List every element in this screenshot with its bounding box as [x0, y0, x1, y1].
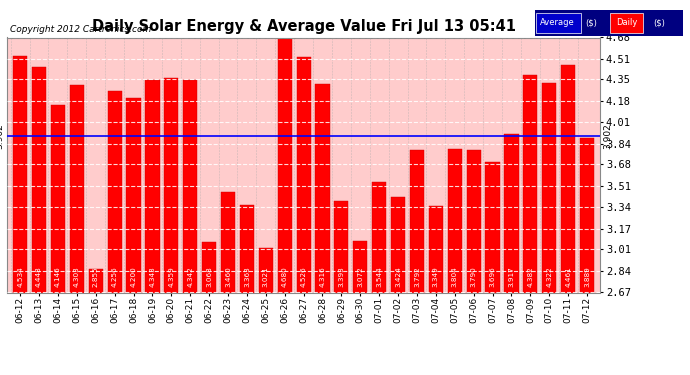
Text: ($): ($): [585, 18, 597, 27]
Bar: [202, 242, 216, 375]
Text: Average: Average: [540, 18, 575, 27]
Text: 3.889: 3.889: [584, 267, 590, 287]
Title: Daily Solar Energy & Average Value Fri Jul 13 05:41: Daily Solar Energy & Average Value Fri J…: [92, 18, 515, 33]
Bar: [221, 192, 235, 375]
Text: 4.316: 4.316: [319, 267, 326, 287]
Text: 4.200: 4.200: [130, 267, 137, 287]
Bar: [448, 148, 462, 375]
Text: 2.855: 2.855: [92, 267, 99, 287]
Bar: [70, 86, 84, 375]
Text: 3.021: 3.021: [263, 267, 269, 287]
Bar: [536, 13, 581, 33]
Text: 3.902: 3.902: [603, 123, 612, 149]
Bar: [88, 269, 103, 375]
Text: 3.460: 3.460: [225, 267, 231, 287]
Bar: [146, 80, 159, 375]
Bar: [164, 78, 179, 375]
Bar: [466, 150, 481, 375]
Text: Copyright 2012 Cartronics.com: Copyright 2012 Cartronics.com: [10, 25, 152, 34]
Text: 3.424: 3.424: [395, 267, 401, 287]
Text: Daily: Daily: [616, 18, 638, 27]
Text: 3.917: 3.917: [509, 267, 515, 287]
Bar: [183, 80, 197, 375]
Bar: [611, 13, 643, 33]
Text: 3.393: 3.393: [338, 267, 344, 287]
Text: 3.804: 3.804: [452, 267, 457, 287]
Text: 3.072: 3.072: [357, 267, 364, 287]
Bar: [126, 98, 141, 375]
Bar: [580, 138, 594, 375]
Bar: [523, 75, 538, 375]
Text: 4.461: 4.461: [565, 267, 571, 287]
Bar: [240, 205, 254, 375]
Bar: [486, 162, 500, 375]
Text: 4.526: 4.526: [301, 267, 306, 287]
Text: 3.544: 3.544: [376, 267, 382, 287]
Text: 3.792: 3.792: [414, 267, 420, 287]
Bar: [297, 57, 310, 375]
Text: ($): ($): [653, 18, 665, 27]
Text: 4.146: 4.146: [55, 267, 61, 287]
Bar: [372, 182, 386, 375]
Bar: [561, 65, 575, 375]
Text: 3.363: 3.363: [244, 267, 250, 287]
Bar: [277, 38, 292, 375]
Bar: [542, 83, 556, 375]
Text: 3.349: 3.349: [433, 267, 439, 287]
Bar: [259, 248, 273, 375]
Bar: [504, 134, 519, 375]
Bar: [428, 206, 443, 375]
Bar: [335, 201, 348, 375]
Text: 4.680: 4.680: [282, 267, 288, 287]
Text: 4.303: 4.303: [74, 267, 80, 287]
Bar: [391, 197, 405, 375]
Text: 4.342: 4.342: [187, 267, 193, 287]
Text: 3.902: 3.902: [0, 123, 4, 149]
Text: 3.068: 3.068: [206, 267, 212, 287]
Text: 4.382: 4.382: [527, 267, 533, 287]
Text: 4.322: 4.322: [546, 267, 552, 287]
Text: 3.790: 3.790: [471, 267, 477, 287]
Text: 4.256: 4.256: [112, 267, 117, 287]
Bar: [13, 56, 27, 375]
Bar: [32, 67, 46, 375]
Bar: [108, 91, 121, 375]
Bar: [315, 84, 330, 375]
Text: 3.696: 3.696: [490, 267, 495, 287]
Bar: [51, 105, 65, 375]
Text: 4.343: 4.343: [150, 267, 155, 287]
Text: 4.448: 4.448: [36, 267, 42, 287]
Text: 4.359: 4.359: [168, 267, 175, 287]
Bar: [353, 242, 367, 375]
Bar: [410, 150, 424, 375]
Text: 4.534: 4.534: [17, 267, 23, 287]
